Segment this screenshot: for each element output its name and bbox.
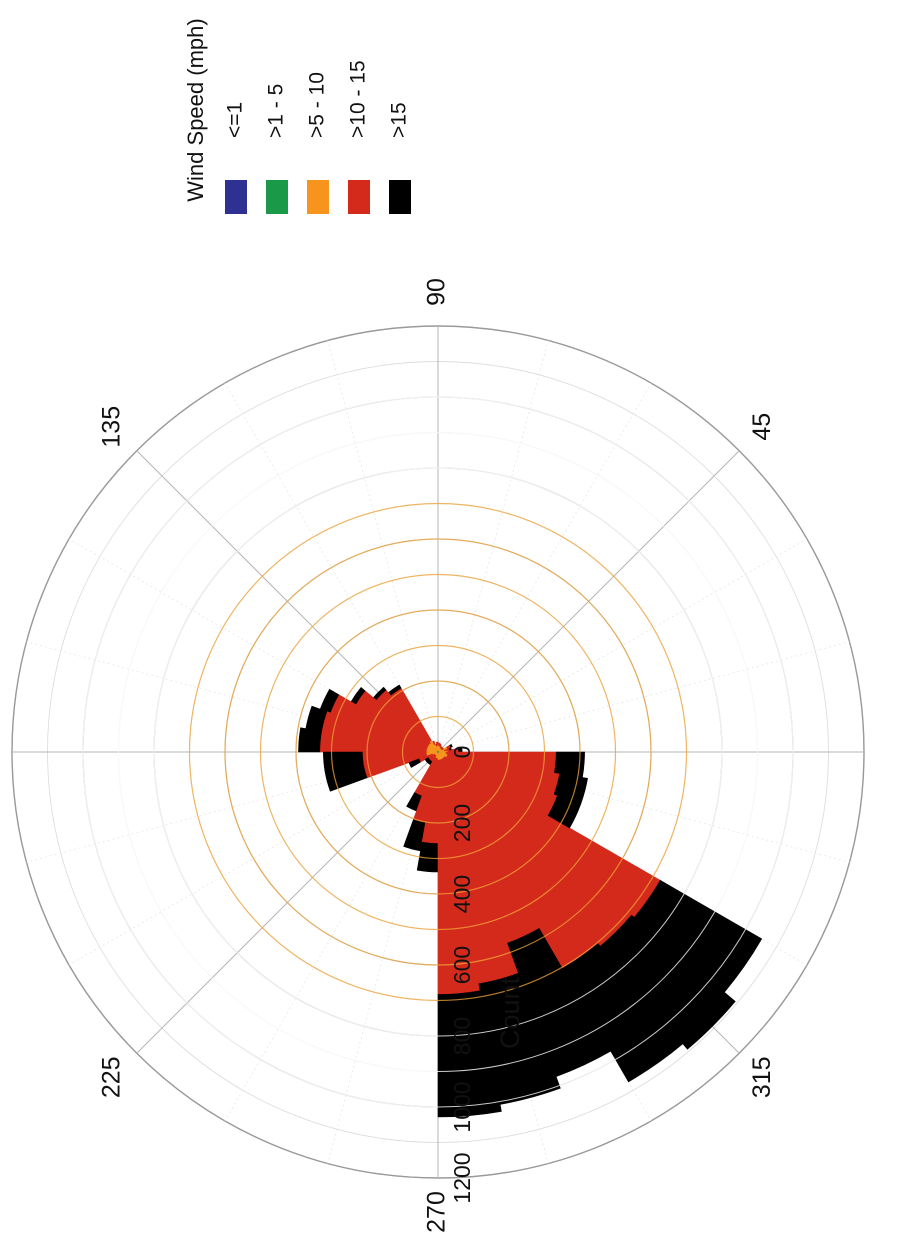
radial-tick-label: 0 [449, 746, 475, 759]
legend-label: >10 - 15 [347, 60, 370, 138]
direction-label: 315 [748, 1056, 776, 1098]
ring-overlay [82, 396, 794, 1108]
radial-tick-label: 200 [449, 804, 475, 842]
legend-label: >15 [388, 102, 411, 138]
radial-tick-label: 800 [449, 1017, 475, 1055]
sector-segment [554, 751, 585, 778]
bar-ring [118, 432, 758, 1072]
sector-segment [457, 747, 463, 753]
bar-ring [82, 396, 794, 1108]
radial-tick-label: 400 [449, 875, 475, 913]
legend: Wind Speed (mph) <=1 >1 - 5 >5 - 10 >10 - 1… [183, 18, 411, 214]
direction-label: 135 [97, 406, 125, 448]
sector-segment [449, 743, 453, 748]
bar-ring [188, 502, 688, 1002]
direction-label: 225 [97, 1056, 125, 1098]
sector-segment [553, 773, 588, 805]
direction-labels: 4590135180225270315 [97, 278, 776, 1233]
bar-ring [153, 467, 723, 1037]
legend-swatch [266, 180, 288, 214]
sector-segment [324, 764, 368, 792]
sector-segment [298, 727, 322, 753]
bar-ring [401, 715, 475, 789]
legend-swatch [348, 180, 370, 214]
wind-sectors [298, 684, 763, 1118]
radial-tick-labels: 0 200 400 600 800 1000 1200 [449, 746, 475, 1204]
sector-segment [408, 758, 421, 768]
radial-axis-title: Count [495, 976, 525, 1049]
bar-ring [295, 609, 581, 895]
bar-ring [330, 644, 546, 860]
radial-tick-label: 600 [449, 946, 475, 984]
radial-tick-label: 1000 [449, 1081, 475, 1132]
legend-swatch [389, 180, 411, 214]
sector-segment [600, 914, 736, 1050]
legend-title: Wind Speed (mph) [183, 18, 208, 201]
radial-tick-label: 1200 [449, 1152, 475, 1203]
direction-label: 45 [748, 413, 776, 441]
legend-swatch [307, 180, 329, 214]
direction-label: 90 [423, 278, 451, 306]
sector-segment [478, 972, 561, 1105]
legend-label: <=1 [224, 102, 247, 138]
legend-label: >5 - 10 [306, 72, 329, 138]
legend-swatch [225, 180, 247, 214]
legend-label: >1 - 5 [265, 84, 288, 138]
sector-segment [441, 747, 444, 751]
bar-ring [366, 680, 510, 824]
direction-label: 270 [423, 1191, 451, 1233]
bar-ring [259, 573, 617, 931]
bar-ring [224, 538, 652, 966]
sector-segment [634, 879, 763, 993]
